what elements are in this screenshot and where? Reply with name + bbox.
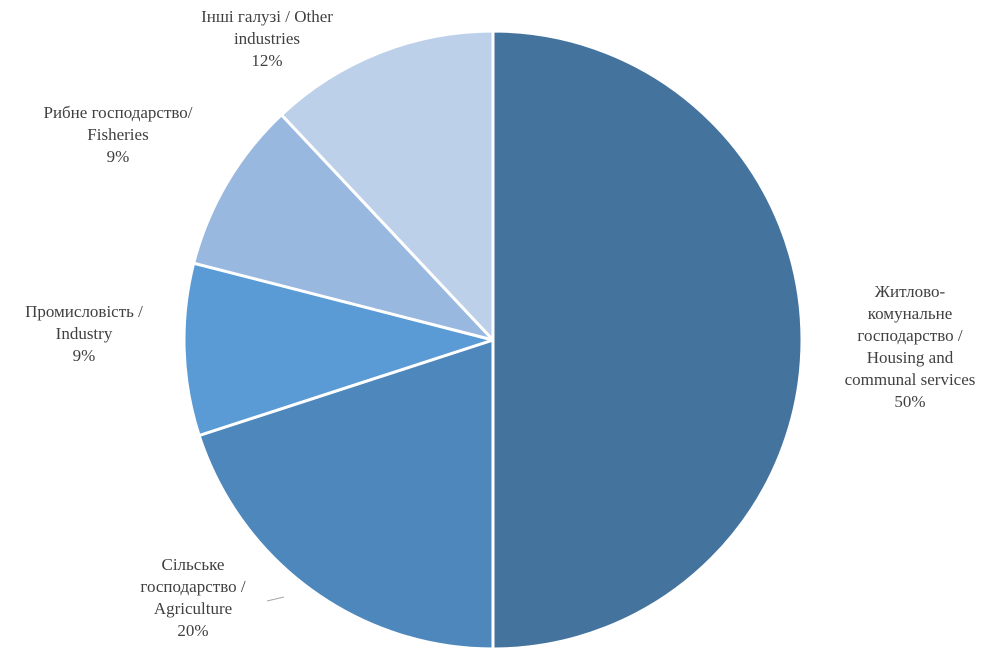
pie-slice-agriculture xyxy=(197,338,495,648)
slice-label-line: Housing and xyxy=(867,348,954,367)
slice-value-housing: 50% xyxy=(894,392,925,411)
slice-label-line: Житлово- xyxy=(875,282,946,301)
pie-labels: Житлово-комунальне господарство / Housing … xyxy=(25,7,975,640)
slice-label-agriculture: Сільське господарство / Agriculture 20% xyxy=(140,555,245,640)
slice-label-line: Сільське xyxy=(162,555,225,574)
slice-label-line: господарство / xyxy=(140,577,245,596)
slice-label-line: комунальне xyxy=(868,304,953,323)
agriculture-leader-line xyxy=(266,596,285,602)
slice-label-line: Промисловість / xyxy=(25,302,143,321)
slice-label-other: Інші галузі / Other industries 12% xyxy=(201,7,333,70)
slice-label-line: Інші галузі / Other xyxy=(201,7,333,26)
slice-value-other: 12% xyxy=(251,51,282,70)
slice-value-fisheries: 9% xyxy=(107,147,130,166)
pie-slice-fisheries xyxy=(192,113,495,342)
pie-slice-industry xyxy=(182,261,495,437)
pie-slice-housing xyxy=(491,29,804,648)
slice-label-line: господарство / xyxy=(857,326,962,345)
slice-label-line: communal services xyxy=(845,370,976,389)
slice-label-line: Рибне господарство/ xyxy=(43,103,192,122)
pie-slices xyxy=(182,29,804,648)
slice-label-line: Agriculture xyxy=(154,599,232,618)
slice-label-line: Industry xyxy=(56,324,113,343)
slice-label-housing: Житлово-комунальне господарство / Housing … xyxy=(845,282,976,411)
slice-label-fisheries: Рибне господарство/Fisheries 9% xyxy=(43,103,192,166)
slice-value-industry: 9% xyxy=(73,346,96,365)
slice-label-line: Fisheries xyxy=(87,125,148,144)
pie-slice-other xyxy=(279,29,495,342)
slice-value-agriculture: 20% xyxy=(177,621,208,640)
slice-label-line: industries xyxy=(234,29,300,48)
slice-label-industry: Промисловість / Industry 9% xyxy=(25,302,143,365)
